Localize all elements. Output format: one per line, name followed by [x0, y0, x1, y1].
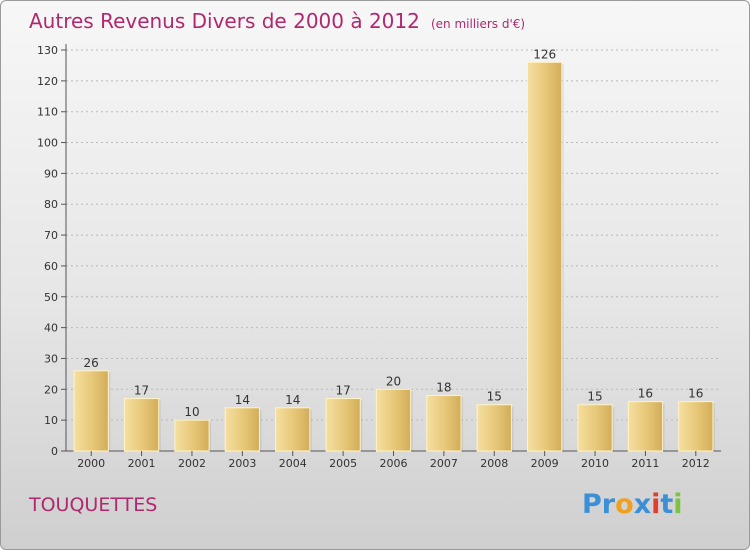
y-tick-label: 60: [44, 260, 58, 273]
logo-letter: x: [633, 489, 652, 520]
y-tick-label: 40: [44, 322, 58, 335]
x-tick-label: 2009: [531, 457, 559, 470]
x-tick-label: 2000: [77, 457, 105, 470]
bar: [577, 404, 613, 452]
x-tick-label: 2011: [631, 457, 659, 470]
x-tick-label: 2012: [682, 457, 710, 470]
bar: [426, 394, 462, 452]
bar-value-label: 17: [134, 384, 149, 398]
logo-letter: i: [673, 489, 683, 520]
x-tick-label: 2010: [581, 457, 609, 470]
logo-letter: i: [651, 489, 661, 520]
y-tick-label: 110: [37, 106, 58, 119]
x-tick-label: 2001: [128, 457, 156, 470]
bar: [325, 398, 361, 452]
proxiti-logo: Proxiti: [582, 489, 683, 520]
x-tick-label: 2004: [279, 457, 307, 470]
bar: [375, 388, 412, 452]
y-tick-label: 70: [44, 229, 58, 242]
place-name: TOUQUETTES: [29, 494, 158, 516]
bar-value-label: 26: [84, 356, 99, 370]
x-tick-label: 2005: [329, 457, 357, 470]
bar: [678, 401, 714, 452]
x-tick-label: 2006: [380, 457, 408, 470]
logo-letter: P: [582, 489, 602, 520]
chart-title-unit: (en milliers d'€): [430, 17, 526, 31]
x-tick-label: 2002: [178, 457, 206, 470]
bar: [476, 404, 512, 452]
logo-letter: o: [615, 489, 634, 520]
y-tick-label: 80: [44, 198, 58, 211]
y-tick-label: 90: [44, 167, 58, 180]
bar-chart: 0 10 20 30 40 50 60 70 80 90 100 110 120 130 26 2000 17 2…: [37, 44, 721, 470]
x-tick-label: 2007: [430, 457, 458, 470]
bar: [123, 398, 160, 452]
bar: [527, 61, 563, 452]
bar-value-label: 15: [487, 390, 502, 404]
bar: [224, 407, 260, 452]
bar-value-label: 10: [184, 405, 199, 419]
bar-value-label: 17: [335, 384, 350, 398]
y-tick-label: 120: [37, 75, 58, 88]
y-tick-label: 10: [44, 414, 58, 427]
y-tick-label: 50: [44, 291, 58, 304]
bar-value-label: 15: [587, 390, 602, 404]
bar: [627, 401, 664, 452]
bar-value-label: 16: [688, 387, 703, 401]
bar-value-label: 126: [533, 47, 556, 61]
logo-letter: t: [660, 489, 674, 520]
y-tick-label: 130: [37, 44, 58, 57]
bar: [73, 370, 109, 452]
bar: [174, 419, 210, 452]
chart-title: Autres Revenus Divers de 2000 à 2012 (en…: [29, 9, 525, 33]
logo-letter: r: [601, 489, 616, 520]
y-tick-label: 100: [37, 137, 58, 150]
bar-value-label: 16: [638, 387, 653, 401]
y-tick-label: 20: [44, 383, 58, 396]
bar-value-label: 14: [235, 393, 250, 407]
bar-value-label: 14: [285, 393, 300, 407]
bar-value-label: 18: [436, 380, 451, 394]
bar-value-label: 20: [386, 374, 401, 388]
x-tick-label: 2008: [480, 457, 508, 470]
y-tick-label: 30: [44, 352, 58, 365]
chart-title-main: Autres Revenus Divers de 2000 à 2012: [29, 9, 420, 33]
x-tick-label: 2003: [228, 457, 256, 470]
bar: [275, 407, 311, 452]
y-tick-label: 0: [51, 445, 58, 458]
